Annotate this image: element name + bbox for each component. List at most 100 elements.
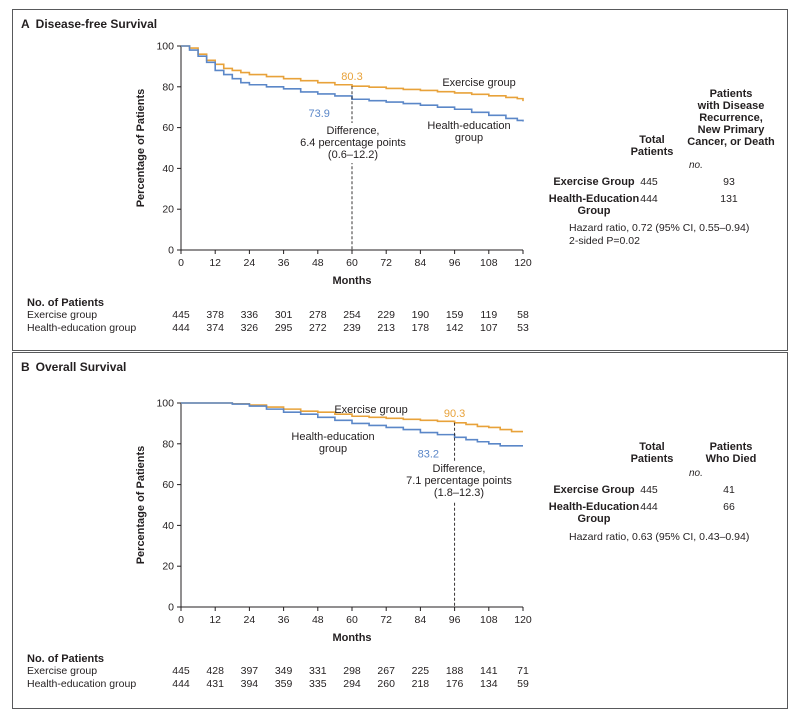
y-tick-label: 0 [168, 602, 174, 614]
row-label-line: Health-Education [548, 193, 640, 205]
panel-letter: B [21, 360, 30, 374]
risk-row-label: Health-education group [27, 678, 137, 690]
y-axis-label: Percentage of Patients [135, 446, 147, 565]
difference-label-line3: (1.8–12.3) [434, 487, 484, 499]
x-tick-label: 36 [278, 614, 290, 626]
risk-value: 378 [206, 309, 224, 321]
risk-value: 229 [377, 309, 395, 321]
header-line: Patients [630, 453, 674, 465]
events-header: Patients Who Died [681, 441, 781, 465]
header-line: Patients [709, 88, 753, 100]
x-tick-label: 72 [380, 614, 392, 626]
health-education-value-label: 73.9 [308, 108, 329, 120]
row-label-line: Health-Education [548, 501, 640, 513]
unit-label: no. [689, 160, 703, 171]
risk-value: 119 [480, 309, 498, 321]
risk-value: 176 [445, 678, 464, 690]
header-line: Recurrence, [699, 112, 763, 124]
x-tick-label: 72 [380, 257, 392, 269]
risk-row-exercise: Exercise group 445 378 336 301 278 254 229 190 1… [27, 309, 587, 322]
risk-value: 445 [172, 309, 190, 321]
hazard-ratio-note: Hazard ratio, 0.72 (95% CI, 0.55–0.94) [569, 222, 750, 234]
x-tick-label: 120 [514, 257, 532, 269]
header-line: Total [639, 134, 665, 146]
header-line: Who Died [705, 453, 757, 465]
summary-row-exercise-label: Exercise Group [539, 176, 649, 188]
risk-value: 260 [377, 678, 395, 690]
difference-label-line3: (0.6–12.2) [328, 149, 378, 161]
summary-exercise-events: 93 [723, 176, 735, 188]
health-education-curve [181, 45, 524, 122]
exercise-group-label: Exercise group [334, 404, 407, 416]
y-tick-label: 80 [162, 81, 174, 93]
x-tick-label: 48 [312, 257, 324, 269]
panel-overall-survival: B Overall Survival 0 20 40 60 80 100 0 12 24 36 48 6… [12, 352, 788, 709]
risk-row-exercise: Exercise group 445 428 397 349 331 298 267 225 1… [27, 665, 587, 678]
row-label-line: Group [577, 205, 611, 217]
risk-value: 428 [206, 665, 224, 677]
x-tick-label: 0 [178, 257, 184, 269]
risk-value: 159 [445, 309, 464, 321]
risk-row-label: Exercise group [27, 309, 98, 321]
summary-health-events: 66 [723, 501, 735, 513]
x-tick-label: 60 [346, 614, 358, 626]
risk-value: 445 [172, 665, 190, 677]
risk-value: 213 [377, 322, 395, 334]
y-tick-label: 0 [168, 245, 174, 257]
total-patients-header: Total Patients [627, 134, 677, 158]
risk-value: 301 [274, 309, 293, 321]
difference-label-line2: 6.4 percentage points [300, 137, 406, 149]
header-line: Patients [709, 441, 753, 453]
y-tick-label: 100 [156, 398, 174, 410]
events-header: Patients with Disease Recurrence, New Pr… [681, 88, 781, 148]
risk-value: 53 [517, 322, 529, 334]
risk-value: 218 [411, 678, 430, 690]
x-tick-label: 108 [480, 257, 498, 269]
x-tick-label: 48 [312, 614, 324, 626]
difference-label-bg [397, 461, 521, 501]
risk-value: 444 [172, 678, 190, 690]
risk-value: 225 [411, 665, 430, 677]
panel-letter: A [21, 17, 30, 31]
risk-value: 141 [480, 665, 498, 677]
x-tick-label: 96 [449, 257, 461, 269]
risk-value: 359 [274, 678, 293, 690]
y-tick-label: 20 [162, 561, 174, 573]
y-tick-label: 80 [162, 438, 174, 450]
exercise-curve [181, 45, 524, 102]
y-tick-label: 20 [162, 204, 174, 216]
summary-table: Total Patients Patients Who Died no. Exe… [13, 353, 787, 708]
panel-disease-free-survival: A Disease-free Survival 0 20 40 60 80 100 0 12 24… [12, 9, 788, 351]
risk-value: 278 [309, 309, 327, 321]
risk-table: No. of Patients Exercise group 445 428 397… [27, 653, 587, 691]
risk-value: 134 [480, 678, 498, 690]
total-patients-header: Total Patients [627, 441, 677, 465]
hazard-ratio-note: Hazard ratio, 0.63 (95% CI, 0.43–0.94) [569, 531, 750, 543]
risk-value: 374 [206, 322, 224, 334]
risk-value: 431 [206, 678, 224, 690]
risk-value: 331 [309, 665, 327, 677]
risk-value: 59 [517, 678, 529, 690]
panel-title: B Overall Survival [21, 360, 126, 374]
x-tick-label: 84 [415, 257, 427, 269]
risk-value: 178 [411, 322, 430, 334]
risk-value: 239 [343, 322, 361, 334]
health-education-group-label: Health-education [291, 431, 374, 443]
chart-disease-free-survival: 0 20 40 60 80 100 0 12 24 36 48 60 72 84 96 108 120 Month… [135, 41, 532, 288]
summary-table: Total Patients Patients with Disease Rec… [13, 10, 787, 350]
y-tick-label: 100 [156, 41, 174, 53]
risk-row-label: Exercise group [27, 665, 98, 677]
summary-health-total: 444 [640, 501, 658, 513]
x-tick-label: 0 [178, 614, 184, 626]
risk-table-header: No. of Patients [27, 653, 105, 665]
x-tick-label: 12 [209, 257, 221, 269]
exercise-value-label: 90.3 [444, 408, 465, 420]
exercise-group-label: Exercise group [442, 77, 515, 89]
risk-value: 58 [517, 309, 529, 321]
risk-value: 188 [445, 665, 464, 677]
row-label-line: Group [577, 513, 611, 525]
risk-value: 267 [377, 665, 395, 677]
header-line: New Primary [697, 124, 765, 136]
y-axis-label: Percentage of Patients [135, 89, 147, 208]
risk-value: 295 [274, 322, 293, 334]
